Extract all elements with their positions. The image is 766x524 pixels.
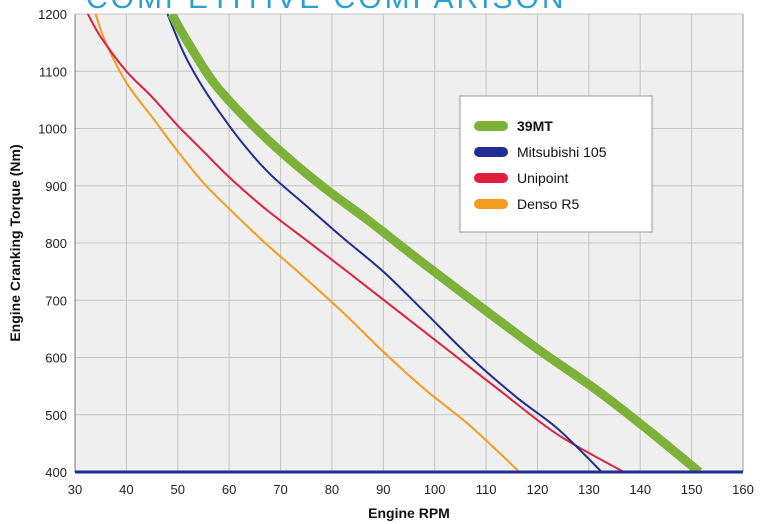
x-tick-label: 40 bbox=[119, 482, 133, 497]
x-axis-title: Engine RPM bbox=[368, 505, 450, 521]
axes bbox=[74, 14, 744, 474]
series-line-denso-r5 bbox=[94, 14, 521, 472]
y-tick-label: 1000 bbox=[38, 122, 67, 137]
x-tick-label: 120 bbox=[527, 482, 549, 497]
chart-title: COMPETITIVE COMPARISON bbox=[86, 0, 566, 15]
y-axis-title: Engine Cranking Torque (Nm) bbox=[7, 144, 23, 341]
y-tick-label: 700 bbox=[45, 293, 67, 308]
x-tick-label: 80 bbox=[325, 482, 339, 497]
x-tick-label: 60 bbox=[222, 482, 236, 497]
series-line-mitsubishi-105 bbox=[166, 14, 603, 472]
y-tick-label: 500 bbox=[45, 408, 67, 423]
legend: 39MT Mitsubishi 105 Unipoint Denso R5 bbox=[459, 95, 653, 233]
y-tick-label: 400 bbox=[45, 465, 67, 480]
x-tick-label: 160 bbox=[732, 482, 754, 497]
series-line-39mt bbox=[167, 14, 703, 472]
x-tick-label: 110 bbox=[476, 482, 497, 497]
y-tick-label: 900 bbox=[45, 179, 67, 194]
x-tick-label: 100 bbox=[424, 482, 446, 497]
legend-label-unipoint: Unipoint bbox=[517, 170, 568, 186]
series-group bbox=[86, 14, 703, 472]
y-tick-label: 1100 bbox=[39, 64, 67, 79]
x-tick-label: 50 bbox=[171, 482, 185, 497]
legend-label-39mt: 39MT bbox=[517, 118, 553, 134]
x-tick-label: 90 bbox=[376, 482, 390, 497]
legend-box bbox=[459, 95, 653, 233]
y-tick-label: 800 bbox=[45, 236, 67, 251]
tick-labels: 30 40 50 60 70 80 90 100 110 120 130 140 150 160 400 50… bbox=[38, 7, 754, 497]
grid bbox=[75, 13, 743, 472]
y-tick-label: 1200 bbox=[38, 7, 67, 22]
legend-label-mitsubishi-105: Mitsubishi 105 bbox=[517, 144, 607, 160]
x-tick-label: 70 bbox=[273, 482, 287, 497]
x-tick-label: 30 bbox=[68, 482, 82, 497]
legend-label-denso-r5: Denso R5 bbox=[517, 196, 579, 212]
y-tick-label: 600 bbox=[45, 351, 67, 366]
x-tick-label: 140 bbox=[629, 482, 651, 497]
x-tick-label: 150 bbox=[681, 482, 703, 497]
x-tick-label: 130 bbox=[578, 482, 600, 497]
series-line-unipoint bbox=[86, 14, 625, 472]
